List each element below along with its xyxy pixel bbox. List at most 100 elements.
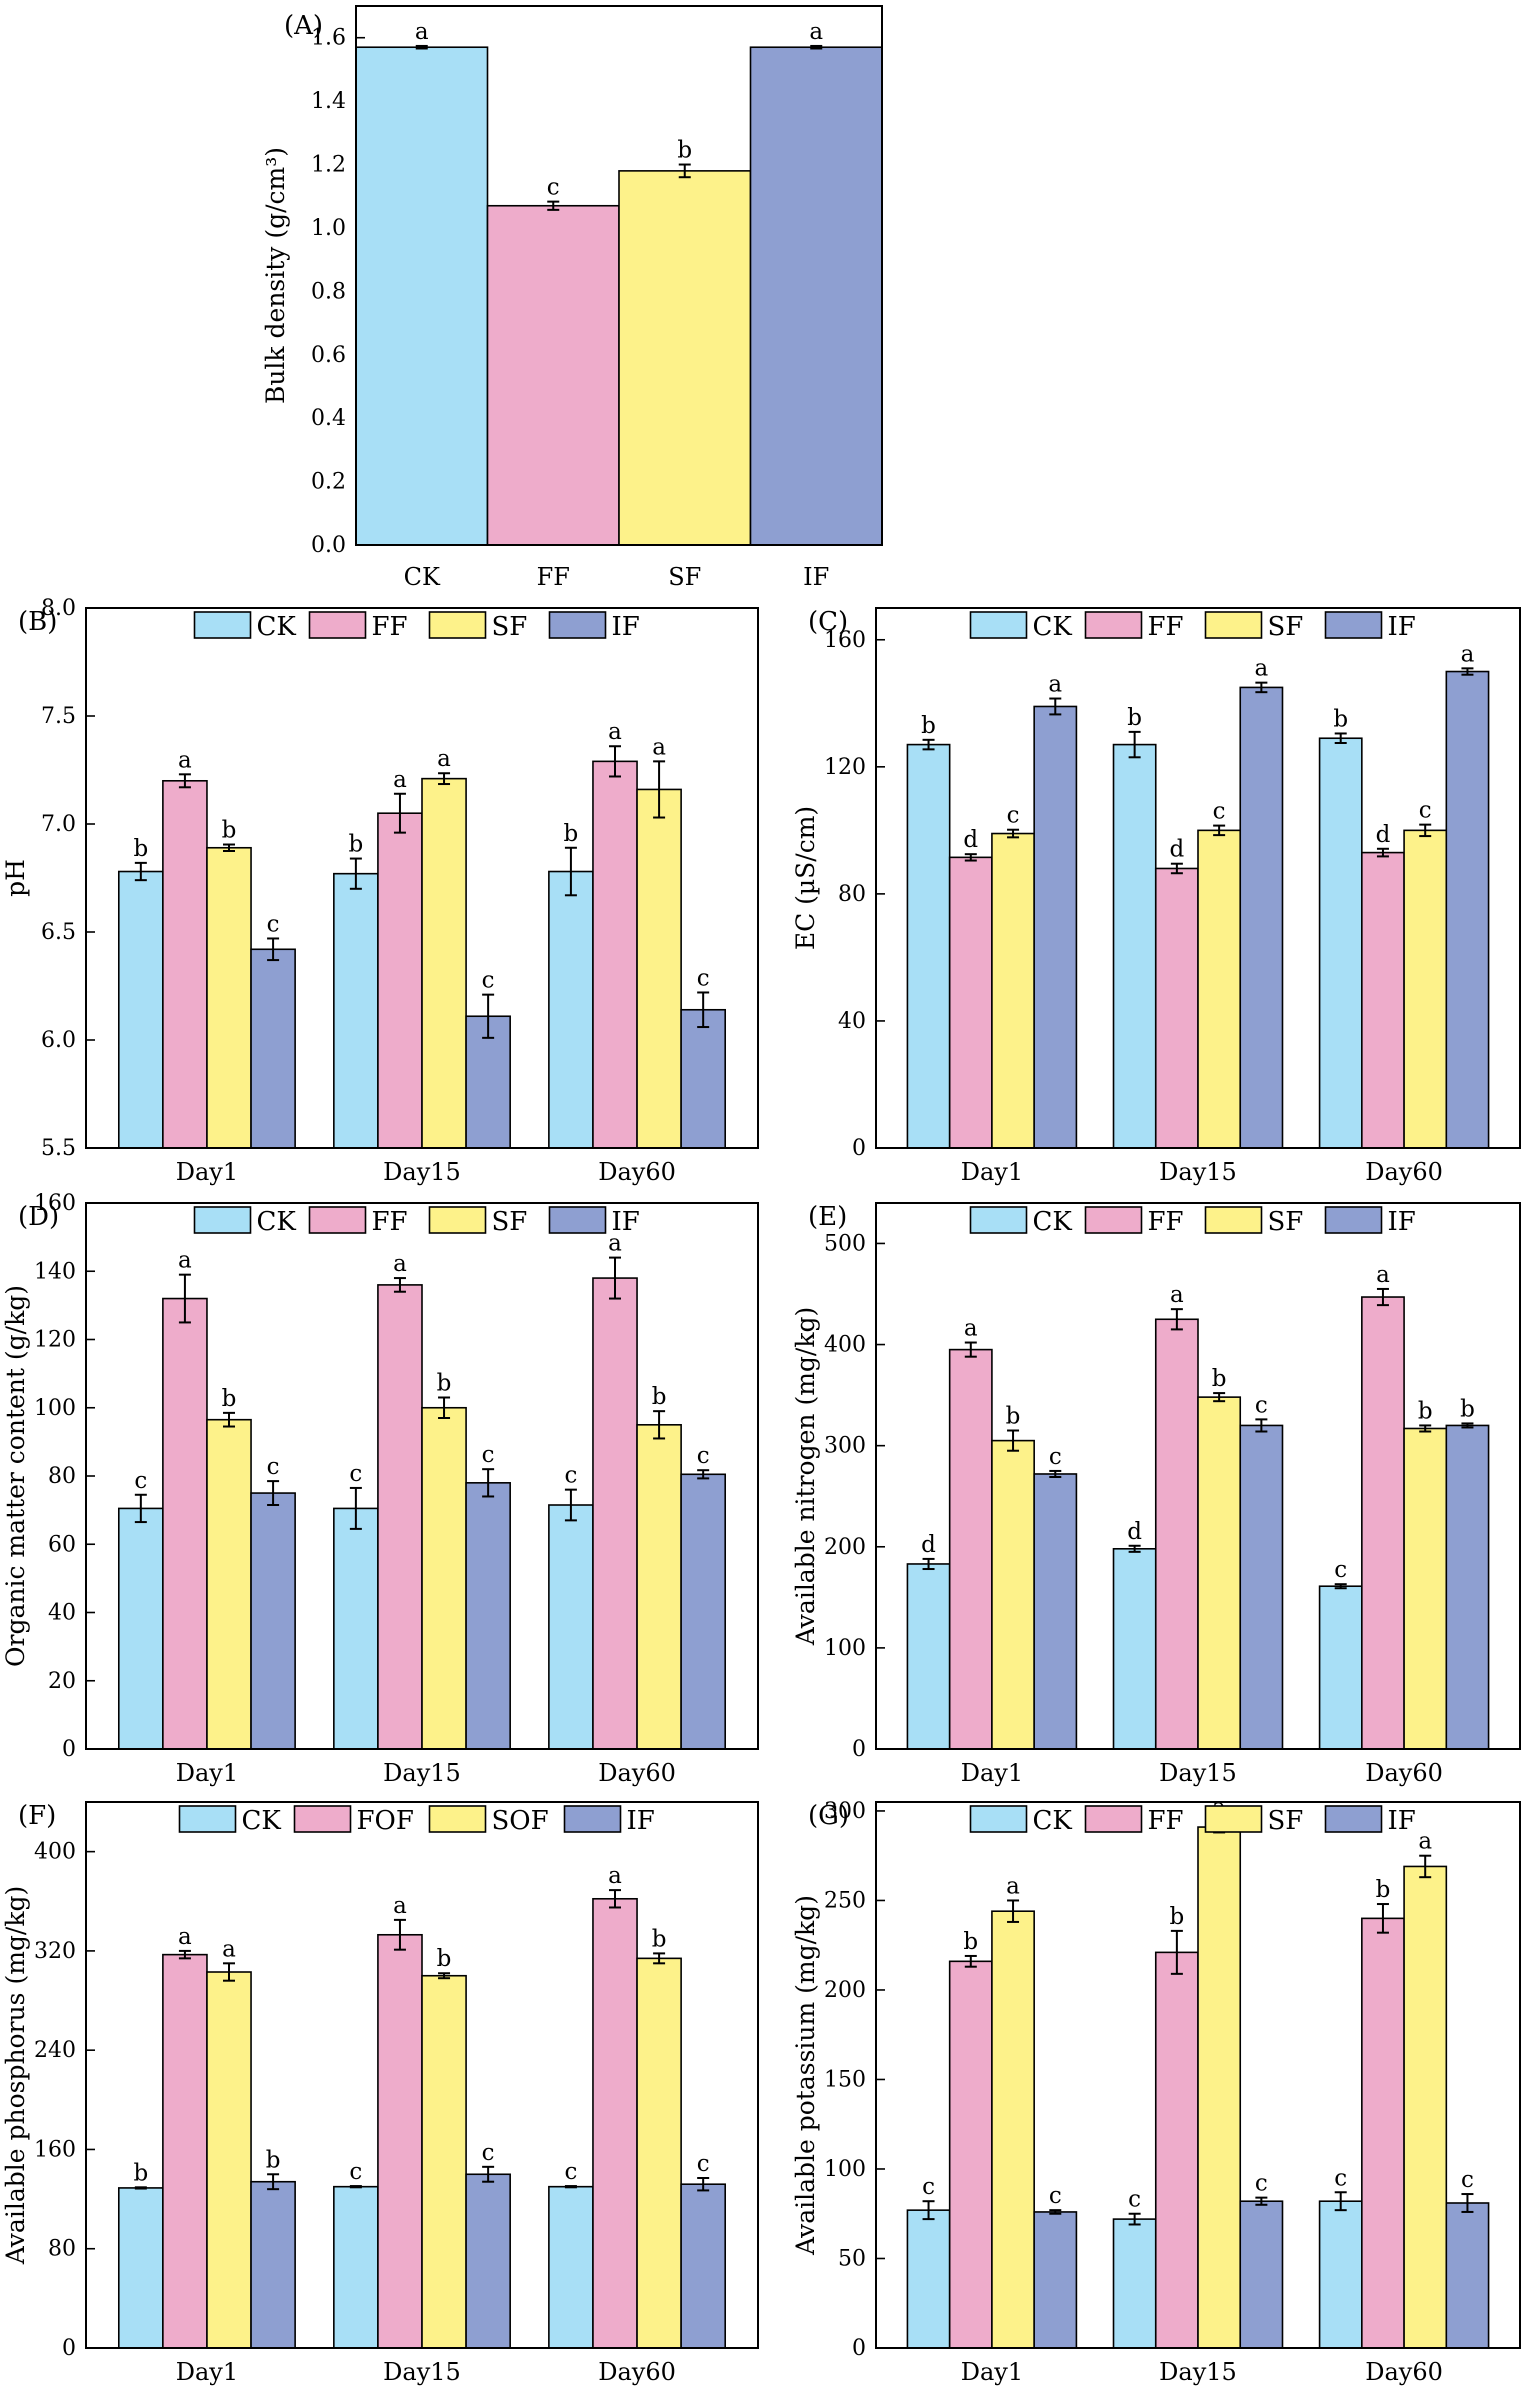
bar (421, 777, 467, 1149)
legend-swatch-ff (308, 1206, 367, 1234)
bar (906, 743, 951, 1149)
significance-letter: b (652, 1384, 667, 1410)
significance-letter: b (222, 1386, 237, 1412)
y-tick-label: 0.4 (311, 406, 346, 431)
plot-frame (875, 1801, 1521, 2349)
bar (1445, 2202, 1490, 2349)
panel-label: (F) (18, 1801, 56, 1831)
x-category-label: CK (404, 563, 441, 591)
bar (1154, 1318, 1199, 1750)
legend-swatch-ck (969, 1805, 1028, 1833)
y-tick-label: 80 (838, 882, 866, 907)
legend-swatch-sf (428, 1805, 487, 1833)
legend-label: CK (242, 1806, 282, 1836)
y-tick-label: 1.2 (311, 153, 346, 178)
y-tick-label: 120 (34, 1328, 76, 1353)
y-tick-label: 0 (852, 2336, 866, 2361)
bar (333, 2185, 379, 2349)
legend-swatch-if (1324, 611, 1383, 639)
x-category-label: SF (668, 563, 701, 591)
x-category-label: Day60 (1365, 1759, 1443, 1787)
bar (1318, 737, 1363, 1149)
bar (1197, 829, 1242, 1149)
significance-letter: b (222, 818, 237, 844)
significance-letter: a (964, 1316, 978, 1342)
chart-panel-e: (E) 0 100 200 300 400 500 Available nitrogen (m… (791, 1202, 1521, 1787)
legend-label: FF (372, 1207, 408, 1237)
significance-letter: c (1419, 798, 1432, 824)
x-category-label: Day1 (961, 1158, 1023, 1186)
bar (618, 170, 752, 546)
bar (1403, 1865, 1448, 2349)
significance-letter: a (1461, 641, 1475, 667)
significance-letter: b (133, 2160, 148, 2186)
legend-swatch-sf (1204, 1805, 1263, 1833)
significance-letter: c (267, 1454, 280, 1480)
y-tick-label: 0.2 (311, 470, 346, 495)
bar (906, 2209, 951, 2349)
significance-letter: a (1048, 672, 1062, 698)
x-category-label: Day15 (1159, 1158, 1237, 1186)
bar (250, 2180, 296, 2349)
bar (1112, 1548, 1157, 1750)
y-tick-label: 500 (824, 1231, 866, 1256)
legend-label: CK (1033, 1806, 1073, 1836)
bar (117, 1507, 164, 1750)
bar (592, 1897, 638, 2349)
significance-letter: c (1255, 2171, 1268, 2197)
y-tick-label: 250 (824, 1888, 866, 1913)
significance-letter: a (608, 1863, 622, 1889)
bar (1033, 1473, 1078, 1750)
bar (548, 2185, 594, 2349)
x-category-label: Day60 (1365, 1158, 1443, 1186)
significance-letter: d (1376, 822, 1391, 848)
bar (162, 779, 208, 1149)
legend-swatch-if (1324, 1206, 1383, 1234)
legend-swatch-ck (193, 611, 252, 639)
bar (991, 832, 1035, 1149)
y-tick-label: 1.4 (311, 89, 346, 114)
legend-label: IF (612, 1207, 640, 1237)
x-category-label: Day1 (961, 2358, 1023, 2386)
bar (680, 1473, 727, 1750)
significance-letter: c (1007, 803, 1020, 829)
significance-letter: b (1333, 706, 1348, 732)
x-category-label: IF (803, 563, 829, 591)
bar (1197, 1396, 1242, 1750)
chart-legend: CK FF SF IF (969, 611, 1416, 642)
y-tick-label: 160 (34, 1191, 76, 1216)
legend-swatch-sf (428, 1206, 487, 1234)
bar (991, 1910, 1035, 2349)
bar (465, 1482, 511, 1750)
y-tick-label: 400 (824, 1333, 866, 1358)
chart-panel-d: (D) 0 20 40 60 80 100 120 140 160 Organic matter c… (1, 1191, 759, 1787)
y-tick-label: 300 (824, 1799, 866, 1824)
significance-letter: b (437, 1371, 452, 1397)
significance-letter: c (564, 1463, 577, 1489)
bar (1445, 1424, 1490, 1750)
bar (1239, 1424, 1284, 1750)
significance-letter: a (415, 19, 429, 45)
bar (749, 46, 883, 546)
legend-label: IF (627, 1806, 655, 1836)
panel-label: (B) (18, 607, 57, 637)
bar (117, 870, 164, 1149)
x-category-label: Day15 (383, 1158, 461, 1186)
y-axis-label: Bulk density (g/cm³) (261, 147, 290, 404)
bar (1033, 705, 1078, 1149)
y-tick-label: 0 (62, 1737, 76, 1762)
y-tick-label: 7.0 (41, 812, 76, 837)
significance-letter: c (482, 968, 495, 994)
y-tick-label: 240 (34, 2038, 76, 2063)
legend-label: IF (1388, 1207, 1416, 1237)
bar (680, 1008, 727, 1149)
bar (592, 760, 638, 1149)
legend-swatch-ff (308, 611, 367, 639)
significance-letter: a (809, 19, 823, 45)
significance-letter: c (349, 2159, 362, 2185)
significance-letter: b (266, 2147, 281, 2173)
legend-swatch-ck (969, 1206, 1028, 1234)
significance-letter: b (437, 1946, 452, 1972)
bar (1154, 1951, 1199, 2349)
significance-letter: c (547, 175, 560, 201)
